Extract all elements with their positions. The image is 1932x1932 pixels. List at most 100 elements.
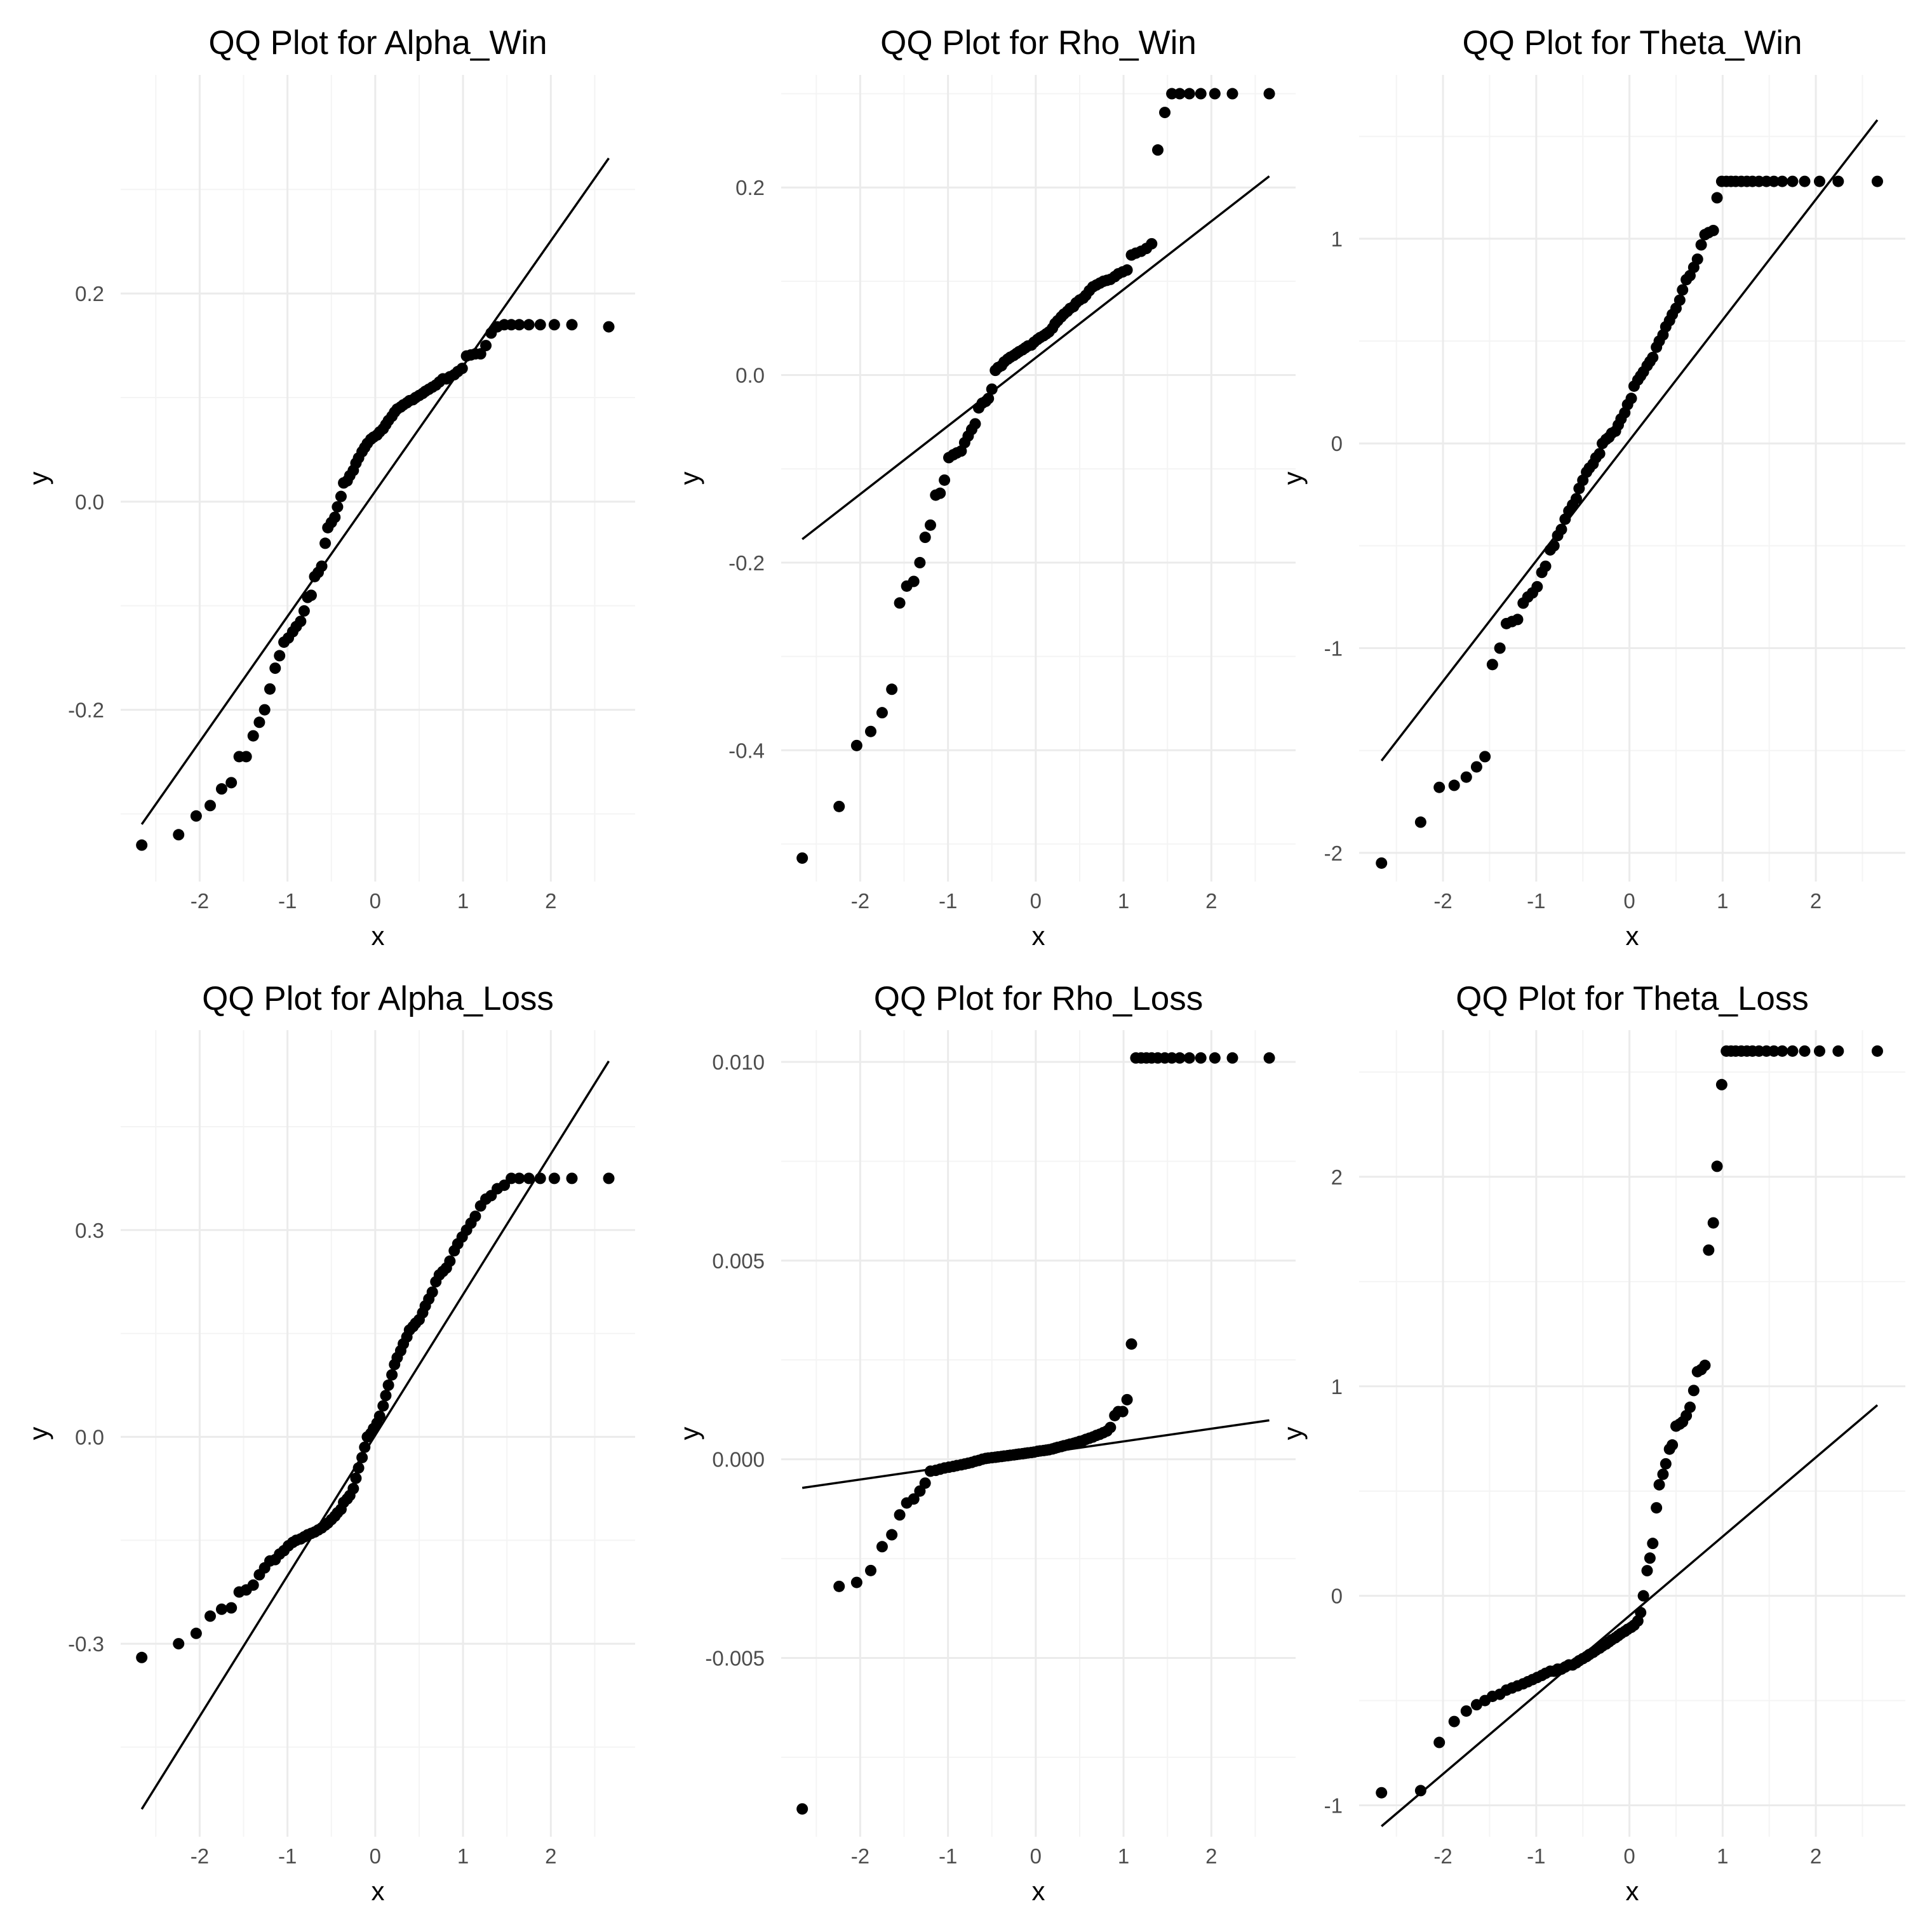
- qq-point: [356, 1451, 368, 1463]
- qq-point: [1871, 1045, 1883, 1057]
- qq-point: [1512, 614, 1524, 626]
- qq-point: [1433, 1736, 1446, 1748]
- qq-point: [1263, 1052, 1275, 1064]
- qq-point: [1486, 659, 1498, 671]
- qq-point: [908, 575, 920, 587]
- x-tick-label: 0: [370, 1844, 381, 1868]
- qq-point: [1768, 1045, 1780, 1057]
- x-tick-label: 1: [457, 889, 469, 913]
- qq-point: [1263, 88, 1275, 100]
- qq-point: [190, 1627, 202, 1639]
- qq-point: [269, 662, 281, 674]
- qq-point: [173, 829, 185, 841]
- qq-point: [523, 319, 535, 331]
- y-tick-label: 1: [1331, 227, 1343, 251]
- qq-point: [1691, 253, 1703, 265]
- chart-title: QQ Plot for Alpha_Win: [208, 24, 547, 62]
- qq-point: [136, 1651, 148, 1663]
- qq-point: [1813, 1045, 1825, 1057]
- x-tick-label: -1: [278, 889, 297, 913]
- qq-point: [886, 683, 898, 695]
- qq-panel-alpha-loss: QQ Plot for Alpha_Loss -2 -1 0 1 2 -0.3 0.0 0.3 x…: [23, 980, 635, 1906]
- qq-panel-theta-win: QQ Plot for Theta_Win -2 -1 0 1 2 -2 -1 0 1 x y: [1278, 24, 1905, 951]
- chart-title: QQ Plot for Theta_Loss: [1456, 980, 1809, 1017]
- qq-point: [305, 589, 317, 601]
- qq-point: [1540, 560, 1552, 572]
- y-axis-label: y: [23, 1427, 53, 1440]
- qq-point: [295, 615, 307, 627]
- qq-point: [469, 1211, 481, 1223]
- qq-point: [1104, 1421, 1117, 1433]
- qq-point: [1174, 88, 1186, 100]
- x-axis-label: x: [372, 1876, 385, 1906]
- qq-point: [1637, 1590, 1649, 1602]
- qq-point: [833, 1580, 845, 1592]
- qq-point: [258, 704, 271, 716]
- qq-point: [1376, 857, 1388, 869]
- qq-point: [796, 852, 808, 864]
- y-tick-label: 0.2: [75, 282, 104, 305]
- qq-point: [329, 511, 341, 523]
- qq-point: [1195, 1052, 1207, 1064]
- y-tick-label: 2: [1331, 1165, 1343, 1189]
- qq-point: [1479, 751, 1491, 763]
- qq-point: [1677, 284, 1689, 296]
- qq-point: [1695, 239, 1707, 251]
- qq-point: [215, 1603, 227, 1615]
- x-tick-label: -1: [1527, 889, 1545, 913]
- qq-point: [499, 1179, 511, 1191]
- qq-point: [240, 751, 252, 763]
- qq-point: [1531, 580, 1543, 593]
- qq-point: [1674, 294, 1686, 306]
- chart-title: QQ Plot for Alpha_Loss: [202, 980, 554, 1017]
- qq-point: [1414, 1785, 1426, 1797]
- qq-point: [1209, 88, 1221, 100]
- qq-point: [1494, 642, 1506, 654]
- x-axis-label: x: [1032, 1876, 1045, 1906]
- chart-title: QQ Plot for Rho_Loss: [874, 980, 1203, 1017]
- qq-point: [513, 1172, 525, 1184]
- x-axis-label: x: [1032, 921, 1045, 951]
- y-tick-label: -0.2: [728, 551, 765, 575]
- qq-point: [986, 383, 998, 395]
- qq-point: [298, 605, 310, 617]
- x-tick-label: 0: [1623, 1844, 1635, 1868]
- qq-point: [566, 1172, 578, 1184]
- x-tick-label: -2: [1433, 889, 1452, 913]
- qq-point: [480, 340, 492, 352]
- qq-point: [386, 1369, 398, 1381]
- y-tick-label: 0.0: [75, 490, 104, 514]
- qq-point: [426, 1286, 438, 1298]
- qq-point: [1414, 816, 1426, 828]
- y-tick-label: 0.3: [75, 1219, 104, 1242]
- qq-point: [833, 800, 845, 812]
- qq-point: [1460, 771, 1472, 783]
- qq-point: [1166, 88, 1178, 100]
- y-axis-label: y: [674, 472, 704, 485]
- y-tick-label: 0.2: [735, 176, 765, 199]
- qq-point: [1548, 540, 1560, 552]
- qq-point: [850, 739, 862, 751]
- qq-point: [1787, 175, 1799, 187]
- qq-point: [1121, 264, 1133, 276]
- x-tick-label: 2: [1810, 1844, 1821, 1868]
- qq-point: [474, 348, 486, 360]
- qq-point: [347, 1482, 359, 1494]
- qq-point: [319, 537, 332, 549]
- qq-point: [380, 1390, 392, 1402]
- qq-point: [1209, 1052, 1221, 1064]
- qq-point: [1707, 1217, 1719, 1229]
- qq-point: [215, 783, 227, 795]
- qq-point: [1768, 175, 1780, 187]
- qq-point: [1787, 1045, 1799, 1057]
- qq-point: [456, 363, 468, 375]
- y-tick-label: 0.010: [712, 1050, 765, 1074]
- qq-point: [1151, 144, 1164, 156]
- qq-point: [204, 800, 216, 812]
- qq-point: [1703, 1244, 1715, 1256]
- qq-point: [939, 474, 951, 486]
- y-axis-label: y: [23, 472, 53, 485]
- qq-point: [1183, 88, 1195, 100]
- qq-point: [253, 716, 265, 728]
